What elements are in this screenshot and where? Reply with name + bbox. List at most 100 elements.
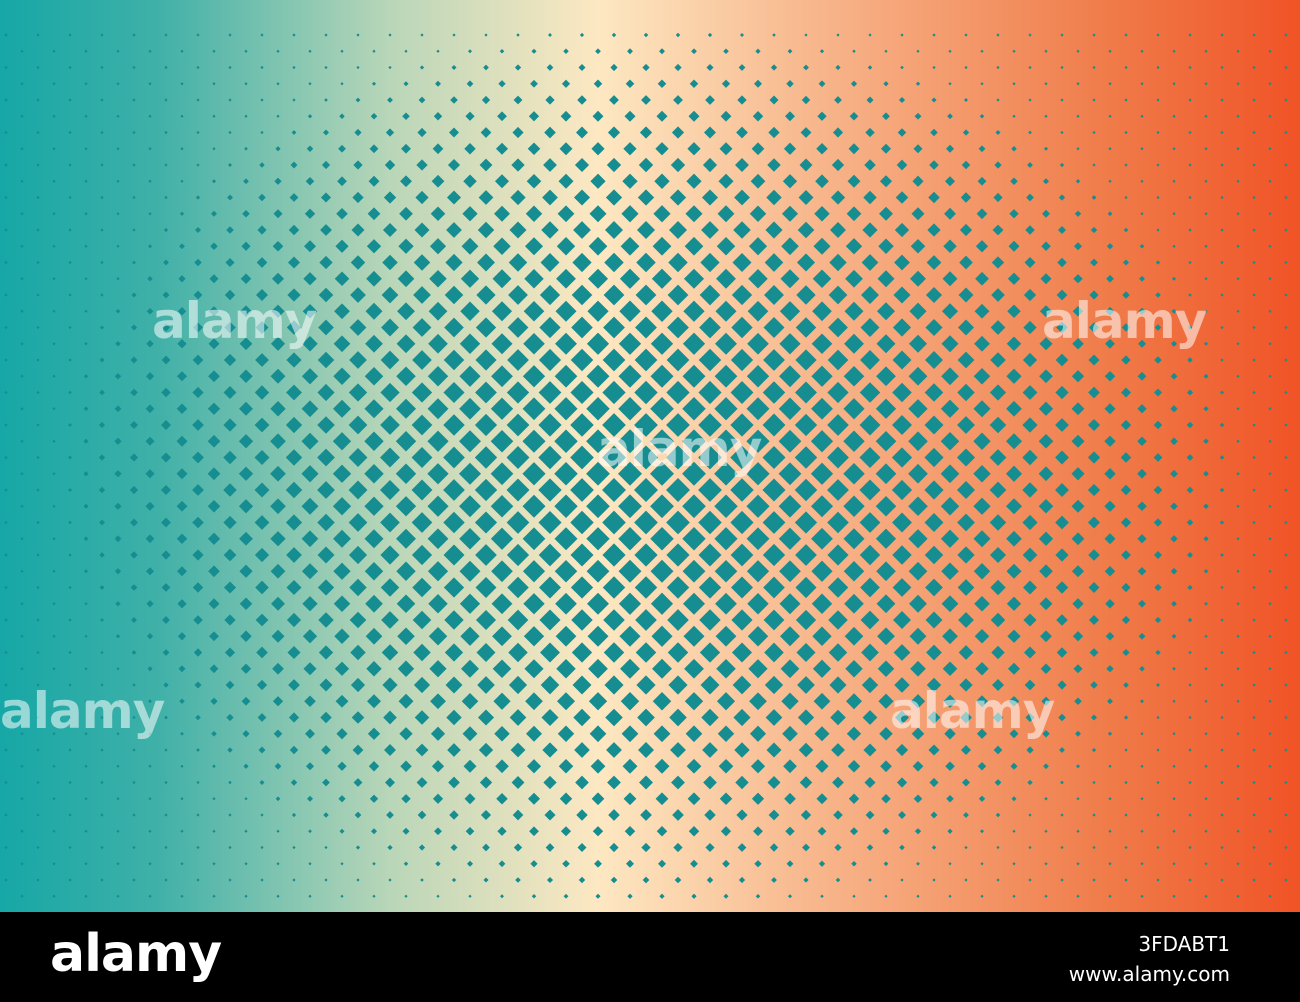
diamond xyxy=(1008,240,1020,252)
diamond xyxy=(332,464,352,483)
diamond xyxy=(291,812,297,818)
watermark: alamy xyxy=(0,682,165,740)
diamond xyxy=(718,173,734,189)
diamond xyxy=(356,878,360,882)
diamond xyxy=(1268,342,1272,346)
diamond xyxy=(1092,780,1096,785)
diamond xyxy=(366,270,382,287)
diamond xyxy=(638,742,654,758)
diamond xyxy=(196,845,200,850)
diamond xyxy=(1268,829,1272,833)
diamond xyxy=(192,549,204,561)
diamond xyxy=(84,699,88,703)
diamond xyxy=(769,843,779,852)
diamond xyxy=(414,710,430,725)
diamond xyxy=(397,627,415,646)
diamond xyxy=(1140,82,1144,86)
diamond xyxy=(459,495,481,518)
diamond xyxy=(290,161,298,169)
diamond xyxy=(276,829,280,833)
diamond xyxy=(321,745,331,755)
diamond xyxy=(1156,780,1160,785)
diamond xyxy=(991,678,1005,692)
diamond xyxy=(130,584,138,591)
diamond xyxy=(176,468,188,480)
diamond xyxy=(413,676,431,694)
diamond xyxy=(768,126,780,139)
diamond xyxy=(586,364,610,388)
diamond xyxy=(530,79,538,88)
diamond xyxy=(620,692,640,711)
diamond xyxy=(286,547,302,563)
diamond xyxy=(924,383,944,402)
diamond xyxy=(4,715,8,720)
diamond xyxy=(848,143,860,155)
diamond xyxy=(1203,503,1209,510)
diamond xyxy=(898,811,906,819)
diamond xyxy=(490,462,514,486)
diamond xyxy=(147,666,153,672)
diamond xyxy=(1252,65,1256,70)
diamond xyxy=(715,592,737,615)
diamond xyxy=(1038,433,1054,449)
diamond xyxy=(554,527,578,551)
diamond xyxy=(243,178,249,185)
diamond xyxy=(542,742,558,758)
diamond xyxy=(1203,470,1209,477)
diamond xyxy=(383,191,397,204)
diamond xyxy=(1072,598,1084,610)
diamond xyxy=(212,49,216,53)
diamond xyxy=(832,776,844,789)
diamond xyxy=(779,365,801,388)
diamond xyxy=(1268,797,1272,801)
diamond xyxy=(84,764,88,768)
diamond xyxy=(4,845,8,850)
diamond xyxy=(990,579,1006,596)
diamond xyxy=(699,316,721,339)
diamond xyxy=(223,418,237,432)
diamond xyxy=(814,206,830,222)
diamond xyxy=(259,162,265,168)
diamond xyxy=(714,364,738,388)
diamond xyxy=(928,744,940,756)
diamond xyxy=(1092,878,1096,882)
diamond xyxy=(147,276,153,282)
diamond xyxy=(116,212,120,216)
diamond xyxy=(1010,762,1018,770)
diamond xyxy=(1252,520,1256,525)
diamond xyxy=(192,516,204,529)
diamond xyxy=(878,693,894,709)
diamond xyxy=(898,96,906,104)
diamond xyxy=(474,478,498,502)
diamond xyxy=(494,205,510,222)
diamond xyxy=(652,658,672,679)
diamond xyxy=(318,645,334,660)
diamond xyxy=(832,127,844,138)
diamond xyxy=(523,332,545,355)
diamond xyxy=(674,63,682,72)
diamond xyxy=(260,130,264,135)
diamond xyxy=(624,110,636,122)
diamond xyxy=(1059,747,1065,753)
diamond xyxy=(1204,147,1208,151)
diamond xyxy=(1121,387,1131,398)
diamond xyxy=(974,335,990,352)
diamond xyxy=(304,208,316,219)
diamond xyxy=(335,239,349,253)
diamond xyxy=(179,698,185,704)
diamond xyxy=(255,353,269,367)
diamond xyxy=(1104,370,1116,382)
diamond xyxy=(177,599,187,609)
diamond xyxy=(414,222,430,238)
diamond xyxy=(556,658,576,679)
diamond xyxy=(522,462,546,486)
diamond xyxy=(1075,764,1081,769)
diamond xyxy=(980,49,984,53)
diamond xyxy=(1057,680,1067,690)
diamond xyxy=(387,97,393,103)
diamond xyxy=(212,829,216,833)
diamond xyxy=(380,512,400,533)
diamond xyxy=(911,207,925,221)
diamond xyxy=(388,878,392,882)
diamond xyxy=(769,95,779,105)
